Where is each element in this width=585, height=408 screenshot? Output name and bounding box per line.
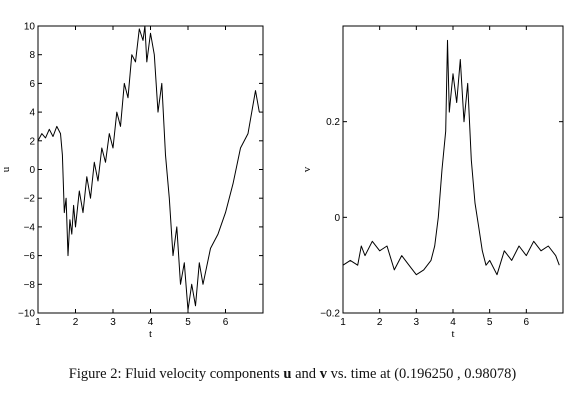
y-tick-label: −10 [18, 309, 35, 320]
x-tick-label: 5 [487, 317, 493, 328]
caption-mid: and [291, 366, 320, 382]
y-tick-label: 8 [29, 50, 35, 61]
x-tick-label: 5 [185, 317, 191, 328]
x-tick-label: 4 [148, 317, 154, 328]
x-tick-label: 1 [340, 317, 346, 328]
figure: 1 2 3 4 5 6 −10 −8 −6 −4 −2 0 2 4 6 8 10 t u 1 2 3 4 5 6 −0.2 0 0.… [0, 22, 564, 340]
y-tick-label: 0 [29, 165, 35, 176]
series-line [342, 39, 560, 276]
caption-suffix: vs. time at (0.196250 , 0.98078) [326, 366, 517, 382]
x-axis-label: t [451, 328, 454, 340]
x-tick-label: 6 [524, 317, 530, 328]
x-tick-label: 6 [223, 317, 229, 328]
v-panel: 1 2 3 4 5 6 −0.2 0 0.2 t v [301, 25, 564, 340]
caption-prefix: Figure 2: Fluid velocity components [68, 366, 284, 382]
plot-frame [37, 25, 264, 314]
y-tick-label: −4 [24, 222, 36, 233]
x-axis-label: t [149, 328, 152, 340]
x-tick-label: 2 [73, 317, 79, 328]
y-tick-label: −2 [24, 194, 36, 205]
y-tick-label: 10 [24, 22, 36, 33]
y-tick-label: 0 [334, 213, 340, 224]
x-tick-label: 4 [450, 317, 456, 328]
figure-caption: Figure 2: Fluid velocity components u an… [0, 366, 585, 383]
y-tick-label: −8 [24, 280, 36, 291]
plot-frame [342, 25, 564, 314]
y-axis-label: u [0, 166, 12, 172]
y-tick-label: 4 [29, 108, 35, 119]
x-tick-label: 3 [110, 317, 116, 328]
u-panel: 1 2 3 4 5 6 −10 −8 −6 −4 −2 0 2 4 6 8 10 t u [0, 22, 264, 340]
y-tick-label: −6 [24, 251, 36, 262]
caption-var-u: u [283, 366, 292, 382]
y-axis-label: v [301, 166, 313, 172]
x-tick-label: 3 [414, 317, 420, 328]
y-tick-label: 6 [29, 79, 35, 90]
series-line [37, 25, 260, 311]
y-tick-label: 2 [29, 136, 35, 147]
caption-var-v: v [319, 366, 327, 382]
y-tick-label: −0.2 [320, 309, 340, 320]
x-tick-label: 2 [377, 317, 383, 328]
x-tick-label: 1 [35, 317, 41, 328]
y-tick-label: 0.2 [326, 117, 340, 128]
